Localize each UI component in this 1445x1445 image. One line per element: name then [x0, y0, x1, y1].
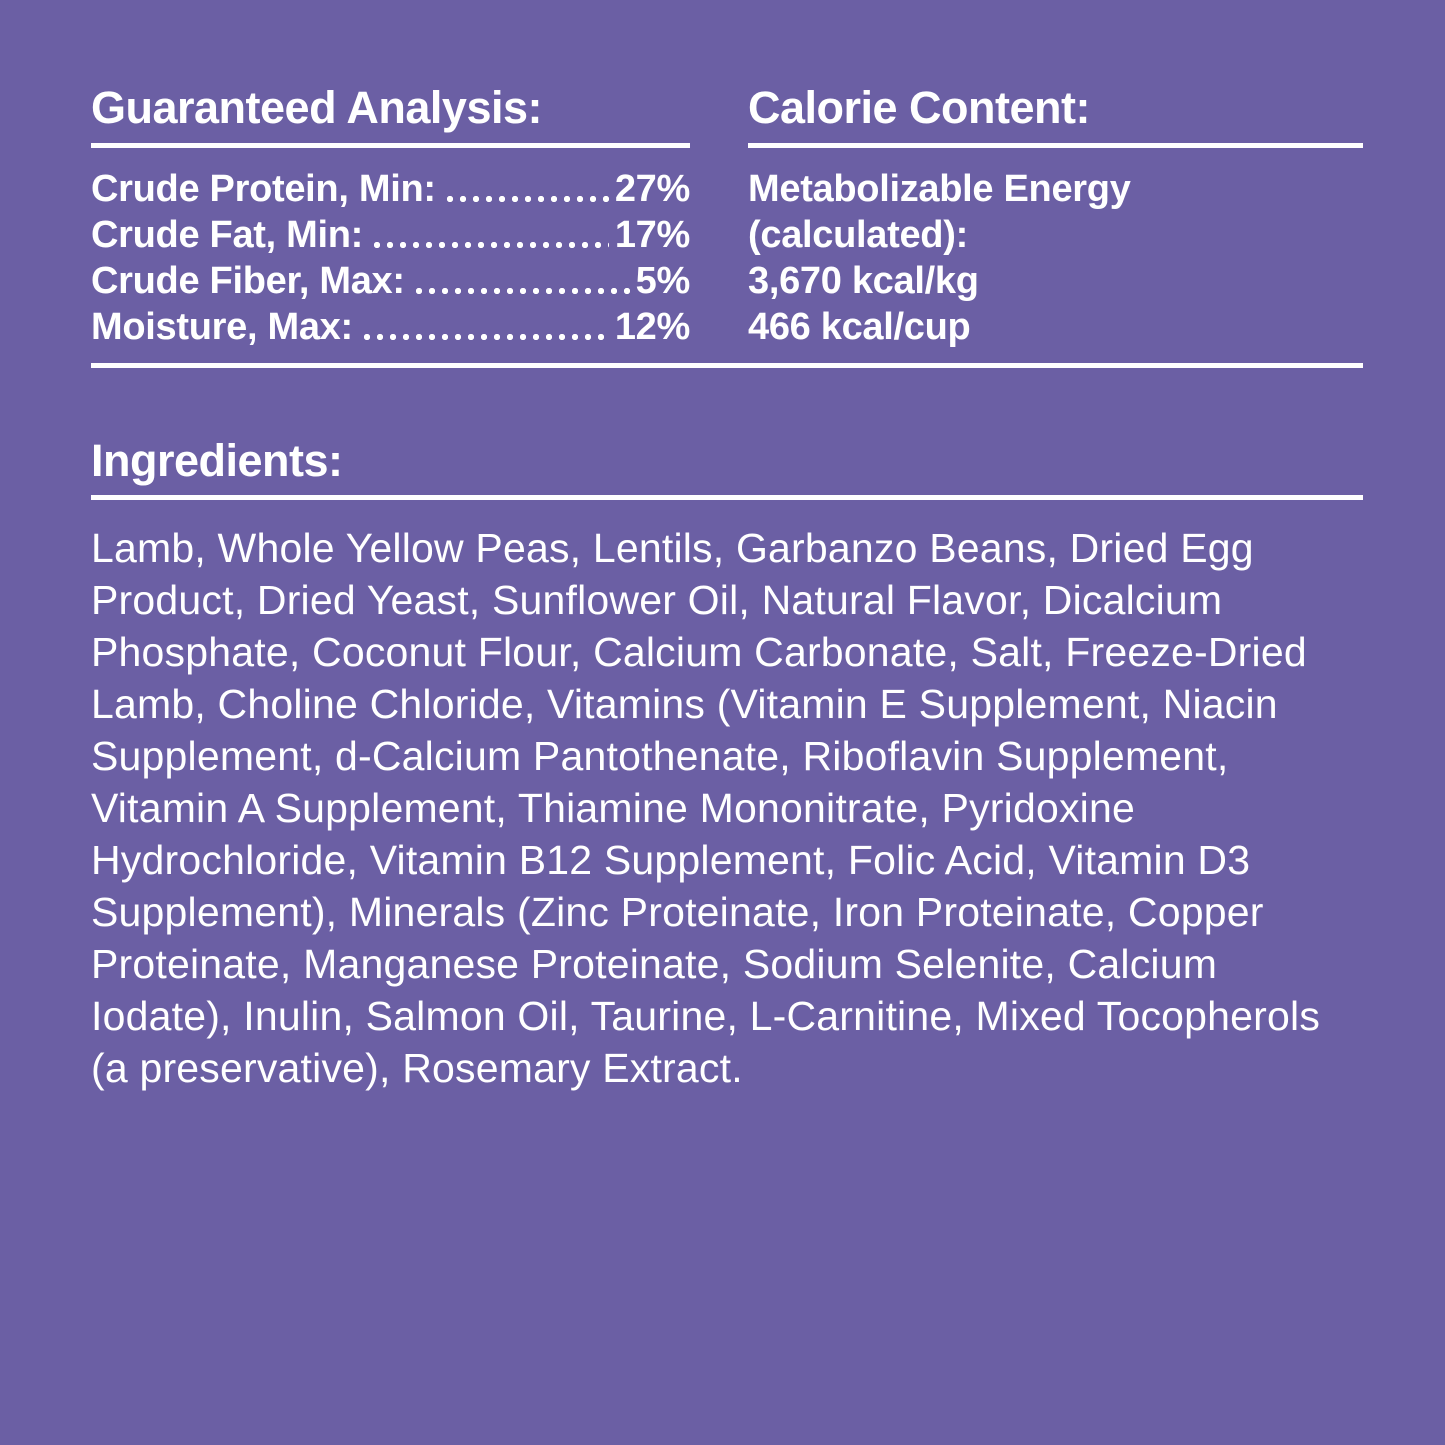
calorie-line-kcal-per-cup: 466 kcal/cup [748, 306, 971, 348]
top-sections: Guaranteed Analysis: Crude Protein, Min:… [91, 85, 1363, 350]
ingredients-title-rule [91, 495, 1363, 500]
guaranteed-analysis-title: Guaranteed Analysis: [91, 82, 543, 133]
guaranteed-analysis-section: Guaranteed Analysis: Crude Protein, Min:… [91, 85, 690, 350]
calorie-content-section: Calorie Content: Metabolizable Energy (c… [748, 85, 1363, 350]
analysis-row-moisture: Moisture, Max: 12% [91, 304, 690, 350]
analysis-row-value: 12% [614, 306, 690, 348]
analysis-row-label: Crude Fat, Min: [91, 214, 364, 256]
calorie-content-title: Calorie Content: [748, 82, 1091, 133]
analysis-row-value: 17% [614, 214, 690, 256]
dot-leader [373, 241, 609, 249]
analysis-row-value: 27% [614, 168, 690, 210]
analysis-row-label: Crude Protein, Min: [91, 168, 436, 210]
analysis-row-crude-fiber: Crude Fiber, Max: 5% [91, 258, 690, 304]
dot-leader [414, 287, 630, 295]
calorie-line-kcal-per-kg: 3,670 kcal/kg [748, 260, 979, 302]
analysis-row-crude-protein: Crude Protein, Min: 27% [91, 166, 690, 212]
analysis-row-label: Crude Fiber, Max: [91, 260, 405, 302]
ingredients-paragraph: Lamb, Whole Yellow Peas, Lentils, Garban… [91, 525, 1321, 1091]
dot-leader [445, 195, 609, 203]
calorie-line-metabolizable-energy: Metabolizable Energy [748, 168, 1131, 210]
analysis-row-label: Moisture, Max: [91, 306, 353, 348]
analysis-row-value: 5% [635, 260, 691, 302]
analysis-row-crude-fat: Crude Fat, Min: 17% [91, 212, 690, 258]
calorie-line-calculated: (calculated): [748, 214, 968, 256]
top-sections-bottom-rule [91, 363, 1363, 368]
ingredients-title: Ingredients: [91, 435, 343, 486]
guaranteed-analysis-title-rule [91, 143, 690, 148]
guaranteed-analysis-rows: Crude Protein, Min: 27% Crude Fat, Min: … [91, 166, 690, 350]
calorie-content-title-rule [748, 143, 1363, 148]
calorie-content-lines: Metabolizable Energy (calculated): 3,670… [748, 166, 1363, 350]
dot-leader [362, 333, 609, 341]
